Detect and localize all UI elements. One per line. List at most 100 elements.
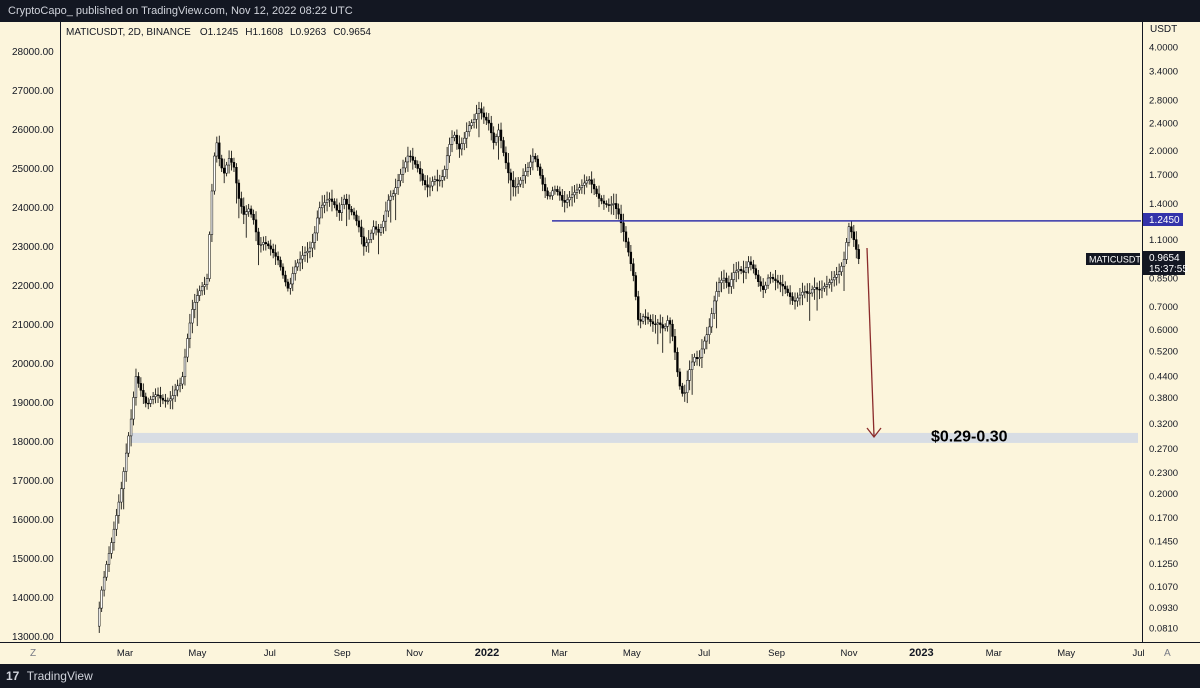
candle-body [666, 320, 669, 327]
candle-body [286, 281, 290, 289]
candle-body [788, 292, 792, 297]
candle-body [543, 184, 547, 192]
candle-body [298, 258, 302, 264]
candle-body [203, 284, 206, 287]
candle-body [316, 217, 319, 234]
candle-body [230, 158, 233, 163]
auto-scale-a-button[interactable]: A [1164, 648, 1171, 659]
time-axis-tick: Jul [698, 648, 710, 659]
candle-body [813, 287, 816, 290]
candle-body [512, 179, 515, 188]
tradingview-logo-icon: 17 [6, 669, 20, 683]
right-axis-tick: 2.4000 [1149, 119, 1178, 130]
candle-body [232, 162, 236, 168]
candle-body [504, 152, 508, 164]
symbol-tag-label: MATICUSDT [1089, 255, 1141, 265]
candle-body [568, 197, 571, 201]
candle-body [416, 164, 419, 169]
candle-body [205, 278, 209, 285]
candle-body [249, 208, 253, 215]
candle-body [357, 220, 361, 228]
symbol-info-name: MATICUSDT, 2D, BINANCE [66, 27, 191, 38]
time-axis-tick: May [623, 648, 641, 659]
candle-body [536, 158, 539, 168]
candle-body [634, 275, 637, 297]
candle-body [713, 300, 716, 314]
candle-body [419, 168, 422, 175]
chart-svg[interactable]: $0.29-0.30 28000.00 27000.00 26000.00 25000… [0, 22, 1200, 664]
candle-body [847, 226, 851, 243]
candle-body [617, 208, 620, 215]
candle-body [220, 158, 223, 169]
candle-body [394, 187, 397, 194]
candle-body [583, 182, 586, 186]
candle-body [754, 268, 758, 276]
candle-body [227, 158, 231, 166]
candle-body [308, 247, 312, 252]
candle-body [578, 187, 581, 191]
candle-body [465, 131, 468, 139]
candle-body [644, 316, 647, 318]
candle-body [330, 198, 334, 202]
candle-body [725, 277, 728, 283]
right-price-axis[interactable]: 4.0000 3.4000 2.8000 2.4000 2.0000 1.7000 1.40… [1149, 43, 1178, 635]
candle-body [274, 252, 277, 257]
candle-body [472, 119, 476, 123]
footer-brand: TradingView [26, 669, 93, 683]
auto-scale-z-button[interactable]: Z [30, 648, 36, 659]
candle-body [499, 129, 503, 141]
left-axis-tick: 18000.00 [12, 437, 54, 448]
candle-body [181, 376, 184, 385]
candle-body [164, 399, 167, 402]
time-axis-tick: Mar [986, 648, 1002, 659]
candle-body [624, 231, 628, 243]
candle-body [708, 326, 711, 335]
right-axis-tick: 0.2700 [1149, 444, 1178, 455]
right-axis-tick: 0.3200 [1149, 419, 1178, 430]
left-price-axis[interactable]: 28000.00 27000.00 26000.00 25000.00 24000.00… [12, 47, 54, 643]
candle-body [720, 279, 723, 284]
candle-body [730, 279, 733, 287]
down-arrow [866, 247, 882, 439]
symbol-info: MATICUSDT, 2D, BINANCE O1.1245 H1.1608 L0.9… [66, 27, 371, 38]
candle-body [646, 316, 650, 320]
candle-body [306, 251, 309, 254]
candle-body [370, 232, 373, 240]
candle-body [747, 261, 750, 268]
time-axis-tick: Jul [1133, 648, 1145, 659]
candle-body [102, 576, 106, 591]
candle-body [267, 243, 270, 247]
candle-body [673, 336, 677, 353]
chart-area[interactable]: $0.29-0.30 28000.00 27000.00 26000.00 25000… [0, 22, 1200, 664]
candle-body [735, 270, 738, 273]
candle-body [801, 291, 804, 296]
candle-body [169, 398, 172, 402]
candle-body [225, 164, 228, 174]
candle-body [433, 179, 437, 182]
candle-body [855, 239, 858, 250]
candle-body [548, 195, 552, 197]
candle-body [215, 142, 218, 157]
candle-body [664, 326, 667, 329]
candle-body [262, 242, 265, 245]
candle-body [149, 399, 152, 404]
candle-body [343, 198, 346, 205]
candle-body [107, 553, 111, 565]
time-axis-tick: May [1057, 648, 1075, 659]
candle-body [637, 296, 640, 320]
candle-body [340, 204, 343, 213]
candle-body [695, 357, 699, 360]
left-axis-tick: 25000.00 [12, 164, 54, 175]
right-axis-tick: 0.2000 [1149, 489, 1178, 500]
candle-body [178, 383, 182, 387]
candle-body [686, 380, 689, 393]
left-axis-tick: 27000.00 [12, 86, 54, 97]
candle-body [379, 227, 383, 233]
candle-body [438, 179, 441, 182]
candle-body [98, 607, 101, 627]
candle-body [311, 242, 314, 249]
candle-body [218, 142, 221, 159]
time-axis[interactable]: Mar May Jul Sep Nov 2022 Mar May Jul Sep Nov 2023 Ma… [117, 647, 1145, 659]
candle-body [257, 231, 260, 245]
candle-body [345, 198, 348, 205]
